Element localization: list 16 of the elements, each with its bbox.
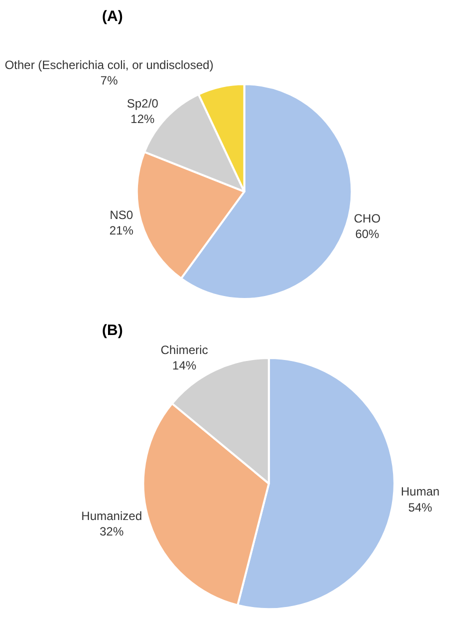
data-label: 54% <box>408 500 433 514</box>
data-label: 21% <box>109 223 134 238</box>
slice-label: NS0 <box>110 208 134 222</box>
data-label: 12% <box>130 112 155 126</box>
chart-title: (B) <box>102 322 123 339</box>
chart-title: (A) <box>102 8 123 25</box>
slice-label: Other (Escherichia coli, or undisclosed) <box>4 58 214 72</box>
slice-label: Human <box>400 484 440 499</box>
slice-label: Sp2/0 <box>126 96 159 110</box>
slice-label: CHO <box>354 211 381 226</box>
data-label: 14% <box>172 358 197 373</box>
data-label: 32% <box>100 524 124 539</box>
slice-label: Chimeric <box>160 342 208 357</box>
data-label: 60% <box>355 226 380 241</box>
slice-label: Humanized <box>81 508 142 523</box>
data-label: 7% <box>100 73 118 88</box>
